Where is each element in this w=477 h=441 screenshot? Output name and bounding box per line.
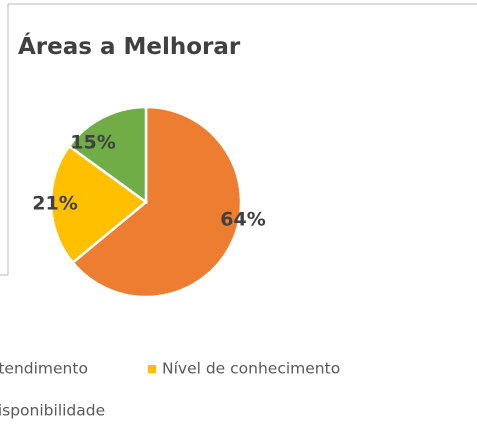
data-label: 21% — [32, 193, 77, 215]
data-label: 15% — [70, 132, 115, 154]
pie-slice — [49, 144, 149, 265]
legend-label: Nível de conhecimento — [162, 360, 340, 378]
pie-slice — [71, 105, 243, 299]
pie-slice — [67, 105, 148, 205]
legend-label: disponibilidade — [0, 402, 105, 420]
data-label: 64% — [220, 209, 265, 231]
chart-title: Áreas a Melhorar — [18, 32, 241, 60]
legend-swatch — [148, 365, 156, 373]
legend-label: Atendimento — [0, 360, 88, 378]
